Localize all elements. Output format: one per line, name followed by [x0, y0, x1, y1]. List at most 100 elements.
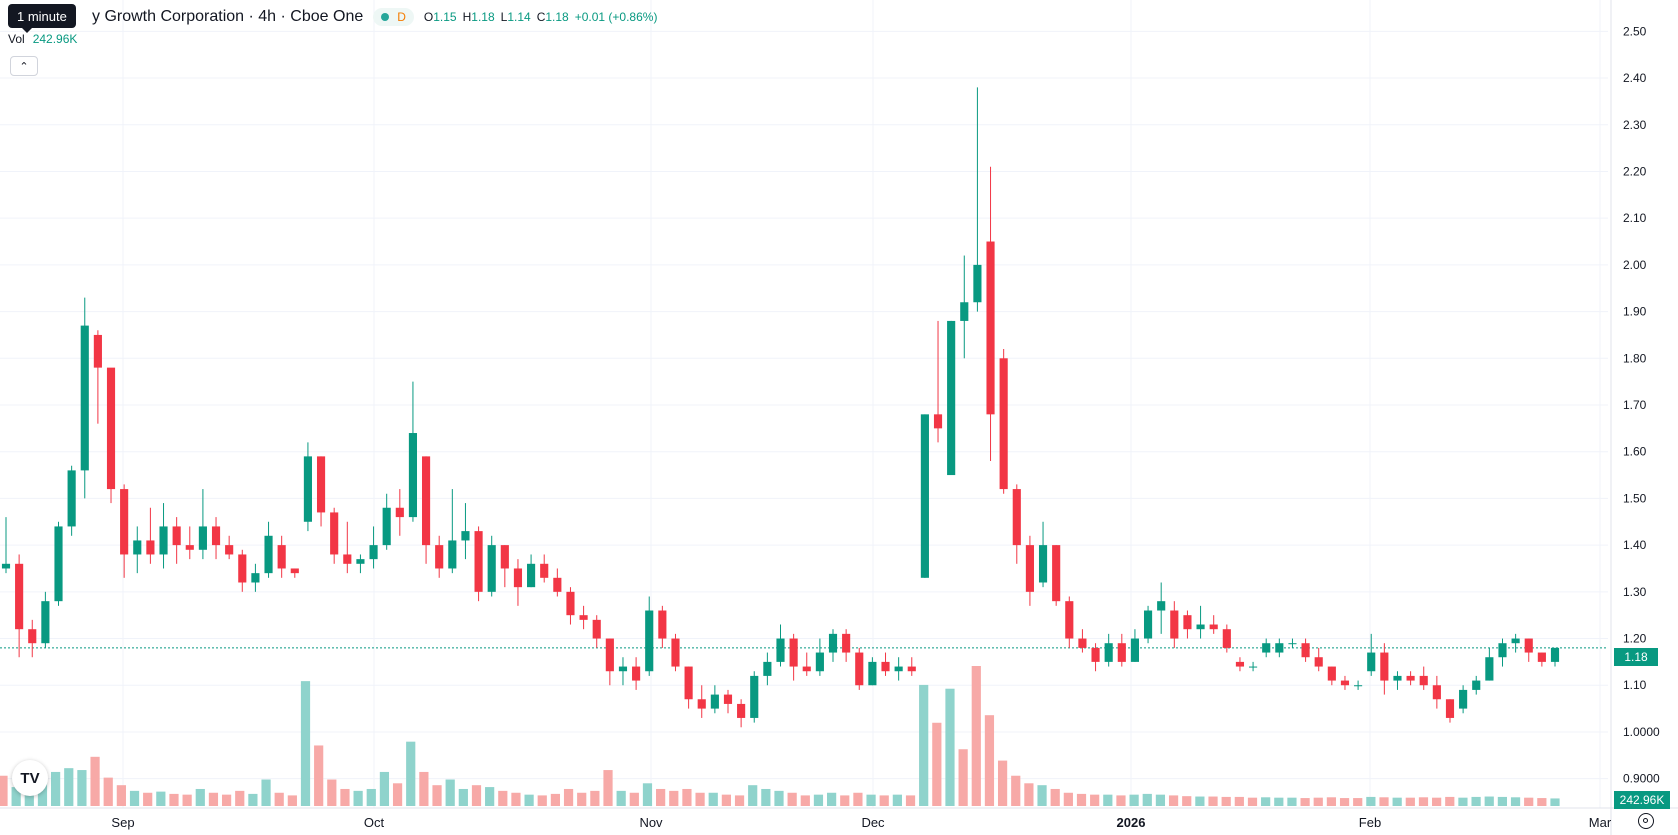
volume-bar — [1155, 794, 1166, 806]
candle-body — [658, 610, 667, 639]
volume-bar — [471, 785, 482, 806]
candle-body — [1314, 657, 1323, 667]
volume-bar — [458, 788, 468, 806]
high-value: 1.18 — [471, 10, 495, 24]
volume-bar — [827, 792, 837, 806]
volume-bar — [695, 792, 705, 806]
candle — [1196, 605, 1205, 639]
candle — [54, 521, 63, 606]
collapse-legend-button[interactable]: ⌃ — [10, 56, 38, 76]
candle-body — [395, 507, 404, 518]
volume-bar — [261, 779, 271, 806]
candle — [106, 367, 116, 504]
volume-bar — [300, 681, 311, 806]
volume-bar — [485, 787, 495, 806]
volume-bar — [1313, 797, 1323, 806]
volume-bar — [734, 795, 745, 806]
candle-body — [1367, 652, 1376, 672]
candle-body — [1065, 601, 1074, 639]
candle-body — [1235, 661, 1245, 667]
price-axis[interactable]: 2.50 2.40 2.30 2.20 2.10 2.00 1.90 1.80 1.70 1.60… — [1623, 24, 1660, 785]
volume-bar — [143, 792, 153, 806]
candle — [1537, 652, 1546, 667]
volume-bar — [1445, 796, 1455, 806]
candle — [868, 657, 877, 686]
candle — [15, 554, 24, 658]
candle-body — [264, 535, 273, 574]
candle — [802, 652, 811, 676]
candle-body — [1052, 545, 1061, 602]
volume-bar — [1550, 798, 1560, 806]
tradingview-logo[interactable]: TV — [12, 760, 48, 796]
candle — [343, 521, 352, 574]
volume-bar — [1063, 792, 1073, 806]
candle-body — [343, 554, 352, 564]
candle-body — [1301, 643, 1310, 658]
candle — [658, 605, 667, 648]
candle — [579, 605, 588, 630]
time-axis[interactable]: Sep Oct Nov Dec 2026 Feb Mar — [111, 815, 1611, 830]
candle-body — [1170, 610, 1179, 639]
candle — [1104, 633, 1113, 667]
candle-body — [894, 666, 903, 672]
volume-value: 242.96K — [32, 32, 78, 46]
volume-bar — [1129, 794, 1139, 806]
volume-legend[interactable]: Vol 242.96K — [8, 32, 77, 46]
low-key: L — [500, 10, 508, 24]
candle-body — [1485, 657, 1494, 681]
candle — [1170, 601, 1179, 648]
candle-body — [592, 619, 601, 639]
volume-bar — [340, 788, 350, 806]
volume-bar — [511, 792, 521, 806]
volume-bar — [195, 788, 205, 806]
candle-body — [1078, 638, 1087, 648]
candle — [1117, 633, 1126, 667]
candle — [881, 652, 890, 676]
candle — [1012, 484, 1021, 564]
candle — [303, 442, 312, 532]
candle-body — [540, 563, 549, 578]
volume-bar — [64, 768, 74, 806]
volume-bar — [1353, 798, 1363, 806]
candle-body — [920, 414, 929, 578]
candle — [67, 465, 76, 536]
candle-body — [1550, 647, 1560, 662]
candle — [815, 638, 824, 676]
candle — [723, 689, 733, 714]
volume-bar — [103, 777, 113, 806]
candle-body — [120, 489, 129, 555]
volume-bar — [116, 785, 126, 806]
market-status-badge[interactable]: D — [373, 8, 414, 26]
candle — [933, 320, 943, 443]
candle-body — [1354, 685, 1363, 687]
candle-body — [973, 264, 982, 303]
candle-body — [1340, 680, 1350, 686]
gear-icon[interactable] — [1638, 813, 1654, 829]
candlesticks — [1, 87, 1560, 728]
symbol-title[interactable]: y Growth Corporation · 4h · Cboe One — [92, 8, 364, 25]
candle — [198, 489, 207, 560]
volume-bar — [156, 791, 166, 806]
price-tick-label: 1.90 — [1623, 305, 1647, 319]
candle — [855, 647, 864, 690]
open-key: O — [423, 10, 434, 24]
volume-bar — [445, 779, 455, 806]
volume-bar — [721, 794, 731, 806]
candle — [750, 671, 759, 723]
candle — [1130, 629, 1140, 662]
volume-bar — [1510, 797, 1521, 806]
candle — [159, 503, 168, 569]
price-tick-label: 1.80 — [1623, 351, 1647, 365]
volume-bar — [1274, 797, 1284, 806]
candle — [146, 507, 155, 564]
candle — [1025, 535, 1034, 606]
time-tick-label: Sep — [111, 815, 134, 830]
candle — [474, 526, 483, 602]
volume-bar — [997, 760, 1008, 806]
candle — [1157, 582, 1166, 634]
price-tick-label: 0.9000 — [1623, 772, 1660, 786]
symbol-legend[interactable]: y Growth Corporation · 4h · Cboe One D O… — [8, 6, 657, 28]
volume-bar — [129, 790, 140, 806]
candle-body — [474, 531, 483, 592]
